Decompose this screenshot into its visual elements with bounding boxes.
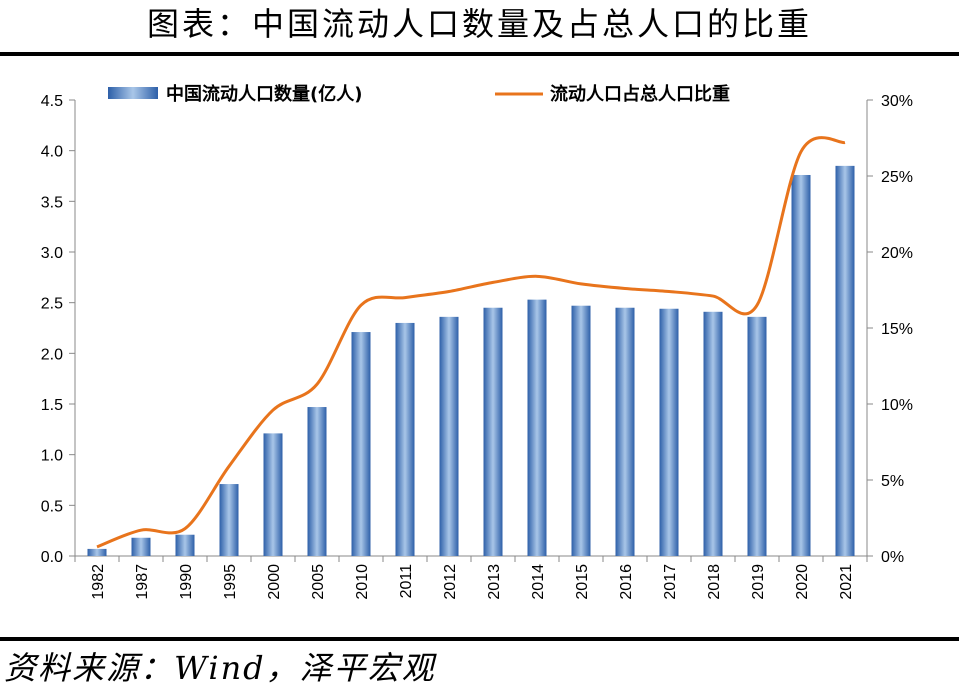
y-left-tick-label: 4.0 bbox=[41, 144, 63, 161]
y-right-tick-label: 30% bbox=[881, 93, 913, 110]
x-tick-label: 1990 bbox=[178, 564, 195, 600]
legend-label-line: 流动人口占总人口比重 bbox=[550, 83, 730, 105]
bar bbox=[748, 317, 767, 556]
x-tick-label: 2015 bbox=[574, 564, 591, 600]
x-tick-label: 2021 bbox=[838, 564, 855, 600]
legend-label-bar: 中国流动人口数量(亿人) bbox=[166, 83, 362, 105]
y-left-tick-label: 0.5 bbox=[41, 498, 63, 515]
series-line-share bbox=[97, 138, 845, 547]
x-tick-label: 2019 bbox=[750, 564, 767, 600]
source-divider bbox=[0, 637, 959, 641]
legend-swatch-bar bbox=[108, 87, 158, 99]
bar bbox=[176, 535, 195, 556]
bar bbox=[660, 309, 679, 556]
y-left-tick-label: 2.5 bbox=[41, 296, 63, 313]
x-tick-label: 2013 bbox=[486, 564, 503, 600]
x-tick-label: 2017 bbox=[662, 564, 679, 600]
y-left-tick-label: 3.0 bbox=[41, 245, 63, 262]
x-tick-label: 1987 bbox=[134, 564, 151, 600]
bar bbox=[836, 166, 855, 556]
bar bbox=[220, 484, 239, 556]
x-tick-label: 2016 bbox=[618, 564, 635, 600]
chart: 0.0 0.5 1.0 1.5 2.0 2.5 3.0 3.5 4.0 4.5 0% 5% 10% 15%… bbox=[0, 56, 959, 637]
bar bbox=[440, 317, 459, 556]
y-left-tick-label: 3.5 bbox=[41, 194, 63, 211]
y-right-tick-label: 0% bbox=[881, 549, 904, 566]
bar bbox=[308, 407, 327, 556]
x-tick-label: 2012 bbox=[442, 564, 459, 600]
y-left-tick-label: 1.5 bbox=[41, 397, 63, 414]
y-left-tick-label: 4.5 bbox=[41, 93, 63, 110]
x-tick-label: 2020 bbox=[794, 564, 811, 600]
y-left-tick-label: 2.0 bbox=[41, 346, 63, 363]
bar bbox=[396, 323, 415, 556]
y-left-tick-label: 0.0 bbox=[41, 549, 63, 566]
x-tick-label: 2014 bbox=[530, 564, 547, 600]
x-tick-label: 2000 bbox=[266, 564, 283, 600]
y-right-tick-label: 20% bbox=[881, 245, 913, 262]
bar bbox=[792, 175, 811, 556]
y-right-tick-label: 10% bbox=[881, 397, 913, 414]
y-left-tick-label: 1.0 bbox=[41, 448, 63, 465]
bar bbox=[572, 306, 591, 556]
bar bbox=[484, 308, 503, 556]
x-tick-label: 2011 bbox=[398, 564, 415, 599]
bar bbox=[88, 549, 107, 556]
bar bbox=[528, 300, 547, 556]
y-right-tick-label: 5% bbox=[881, 473, 904, 490]
bar bbox=[264, 433, 283, 556]
bar bbox=[616, 308, 635, 556]
x-tick-label: 1995 bbox=[222, 564, 239, 600]
y-right-tick-label: 15% bbox=[881, 321, 913, 338]
y-right-tick-label: 25% bbox=[881, 169, 913, 186]
x-tick-label: 2010 bbox=[354, 564, 371, 600]
x-tick-label: 2018 bbox=[706, 564, 723, 600]
bar bbox=[352, 332, 371, 556]
bar bbox=[704, 312, 723, 556]
x-tick-label: 1982 bbox=[90, 564, 107, 600]
page-title: 图表：中国流动人口数量及占总人口的比重 bbox=[0, 2, 959, 46]
x-tick-label: 2005 bbox=[310, 564, 327, 600]
bar bbox=[132, 538, 151, 556]
source-note: 资料来源：Wind，泽平宏观 bbox=[4, 646, 436, 690]
